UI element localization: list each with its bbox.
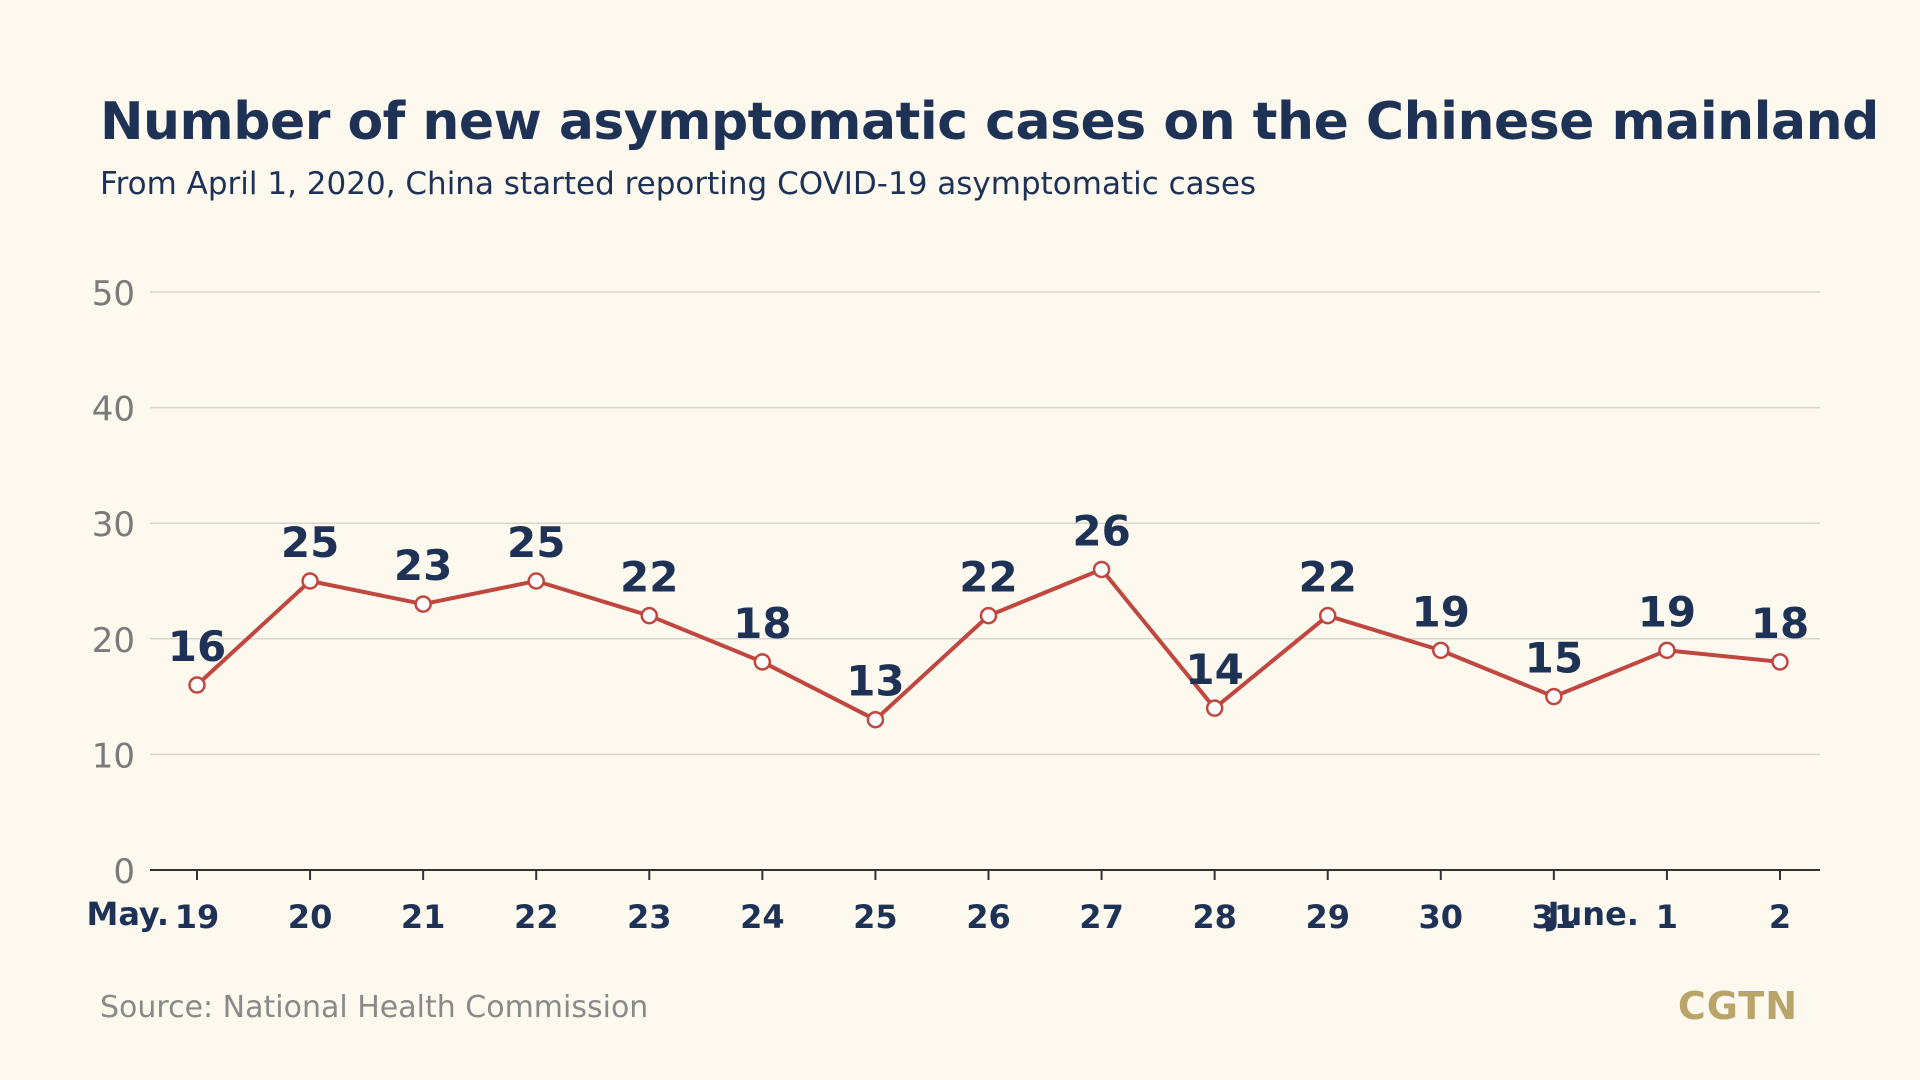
x-tick-label: 23 [627, 898, 672, 936]
y-tick-label: 0 [113, 852, 135, 892]
x-tick-label: 24 [740, 898, 785, 936]
cgtn-logo: CGTN [1677, 984, 1798, 1028]
month-label: May. [86, 895, 169, 933]
data-point [753, 653, 772, 671]
data-point [1092, 560, 1111, 579]
x-tick-label: 27 [1079, 898, 1124, 936]
x-tick-label: 28 [1192, 898, 1237, 936]
data-point [979, 606, 998, 625]
data-point [188, 676, 206, 694]
data-label: 18 [1751, 599, 1809, 648]
x-tick-label: 19 [175, 898, 220, 936]
x-tick-label: 29 [1305, 898, 1350, 936]
label-layer: 16 25 23 25 22 18 13 22 26 14 22 19 15 19 18 [168, 506, 1809, 705]
data-label: 15 [1525, 634, 1583, 683]
data-label: 19 [1638, 587, 1696, 636]
data-point [866, 710, 885, 729]
y-tick-label: 40 [92, 390, 135, 430]
data-label: 25 [281, 518, 339, 567]
data-point [527, 572, 545, 590]
y-tick-label: 10 [92, 736, 135, 776]
data-point [1545, 687, 1563, 706]
data-label: 23 [394, 541, 452, 590]
y-tick-label: 30 [92, 505, 135, 545]
y-tick-label: 20 [92, 621, 135, 661]
chart-title: Number of new asymptomatic cases on the … [100, 92, 1879, 152]
data-label: 18 [733, 599, 791, 648]
data-label: 26 [1072, 506, 1130, 555]
x-tick-label: 22 [514, 898, 559, 936]
month-label: June. [1546, 895, 1639, 933]
data-point [301, 572, 319, 590]
point-layer [188, 560, 1789, 729]
x-tick-label: 21 [401, 898, 446, 936]
x-tick-label: 26 [966, 898, 1011, 936]
data-point [640, 606, 659, 625]
data-label: 16 [168, 622, 226, 671]
x-tick-label: 2 [1769, 898, 1791, 936]
data-label: 14 [1185, 645, 1243, 694]
data-point [1318, 606, 1337, 625]
data-point [1658, 641, 1676, 660]
data-label: 19 [1412, 587, 1470, 636]
x-tick-label: 25 [853, 898, 898, 936]
data-label: 22 [1298, 553, 1356, 602]
data-point [1432, 641, 1450, 660]
data-label: 13 [846, 657, 904, 706]
data-point [414, 595, 432, 613]
source-note: Source: National Health Commission [100, 990, 649, 1025]
data-label: 22 [959, 553, 1017, 602]
x-tick-label: 31 [1532, 898, 1577, 936]
grid-layer [150, 291, 1820, 756]
data-point [1771, 653, 1789, 671]
x-tick-label: 30 [1419, 898, 1464, 936]
x-tick-label: 20 [288, 898, 333, 936]
y-tick-label: 50 [92, 274, 135, 314]
chart-subtitle: From April 1, 2020, China started report… [100, 166, 1257, 202]
axis-layer: 0 10 20 30 40 50 19 20 21 22 23 24 25 26 27 28 29 30 31 1 2 M… [86, 274, 1820, 936]
data-label: 25 [507, 518, 565, 567]
x-tick-label: 1 [1656, 898, 1678, 936]
data-point [1205, 699, 1224, 717]
data-label: 22 [620, 553, 678, 602]
